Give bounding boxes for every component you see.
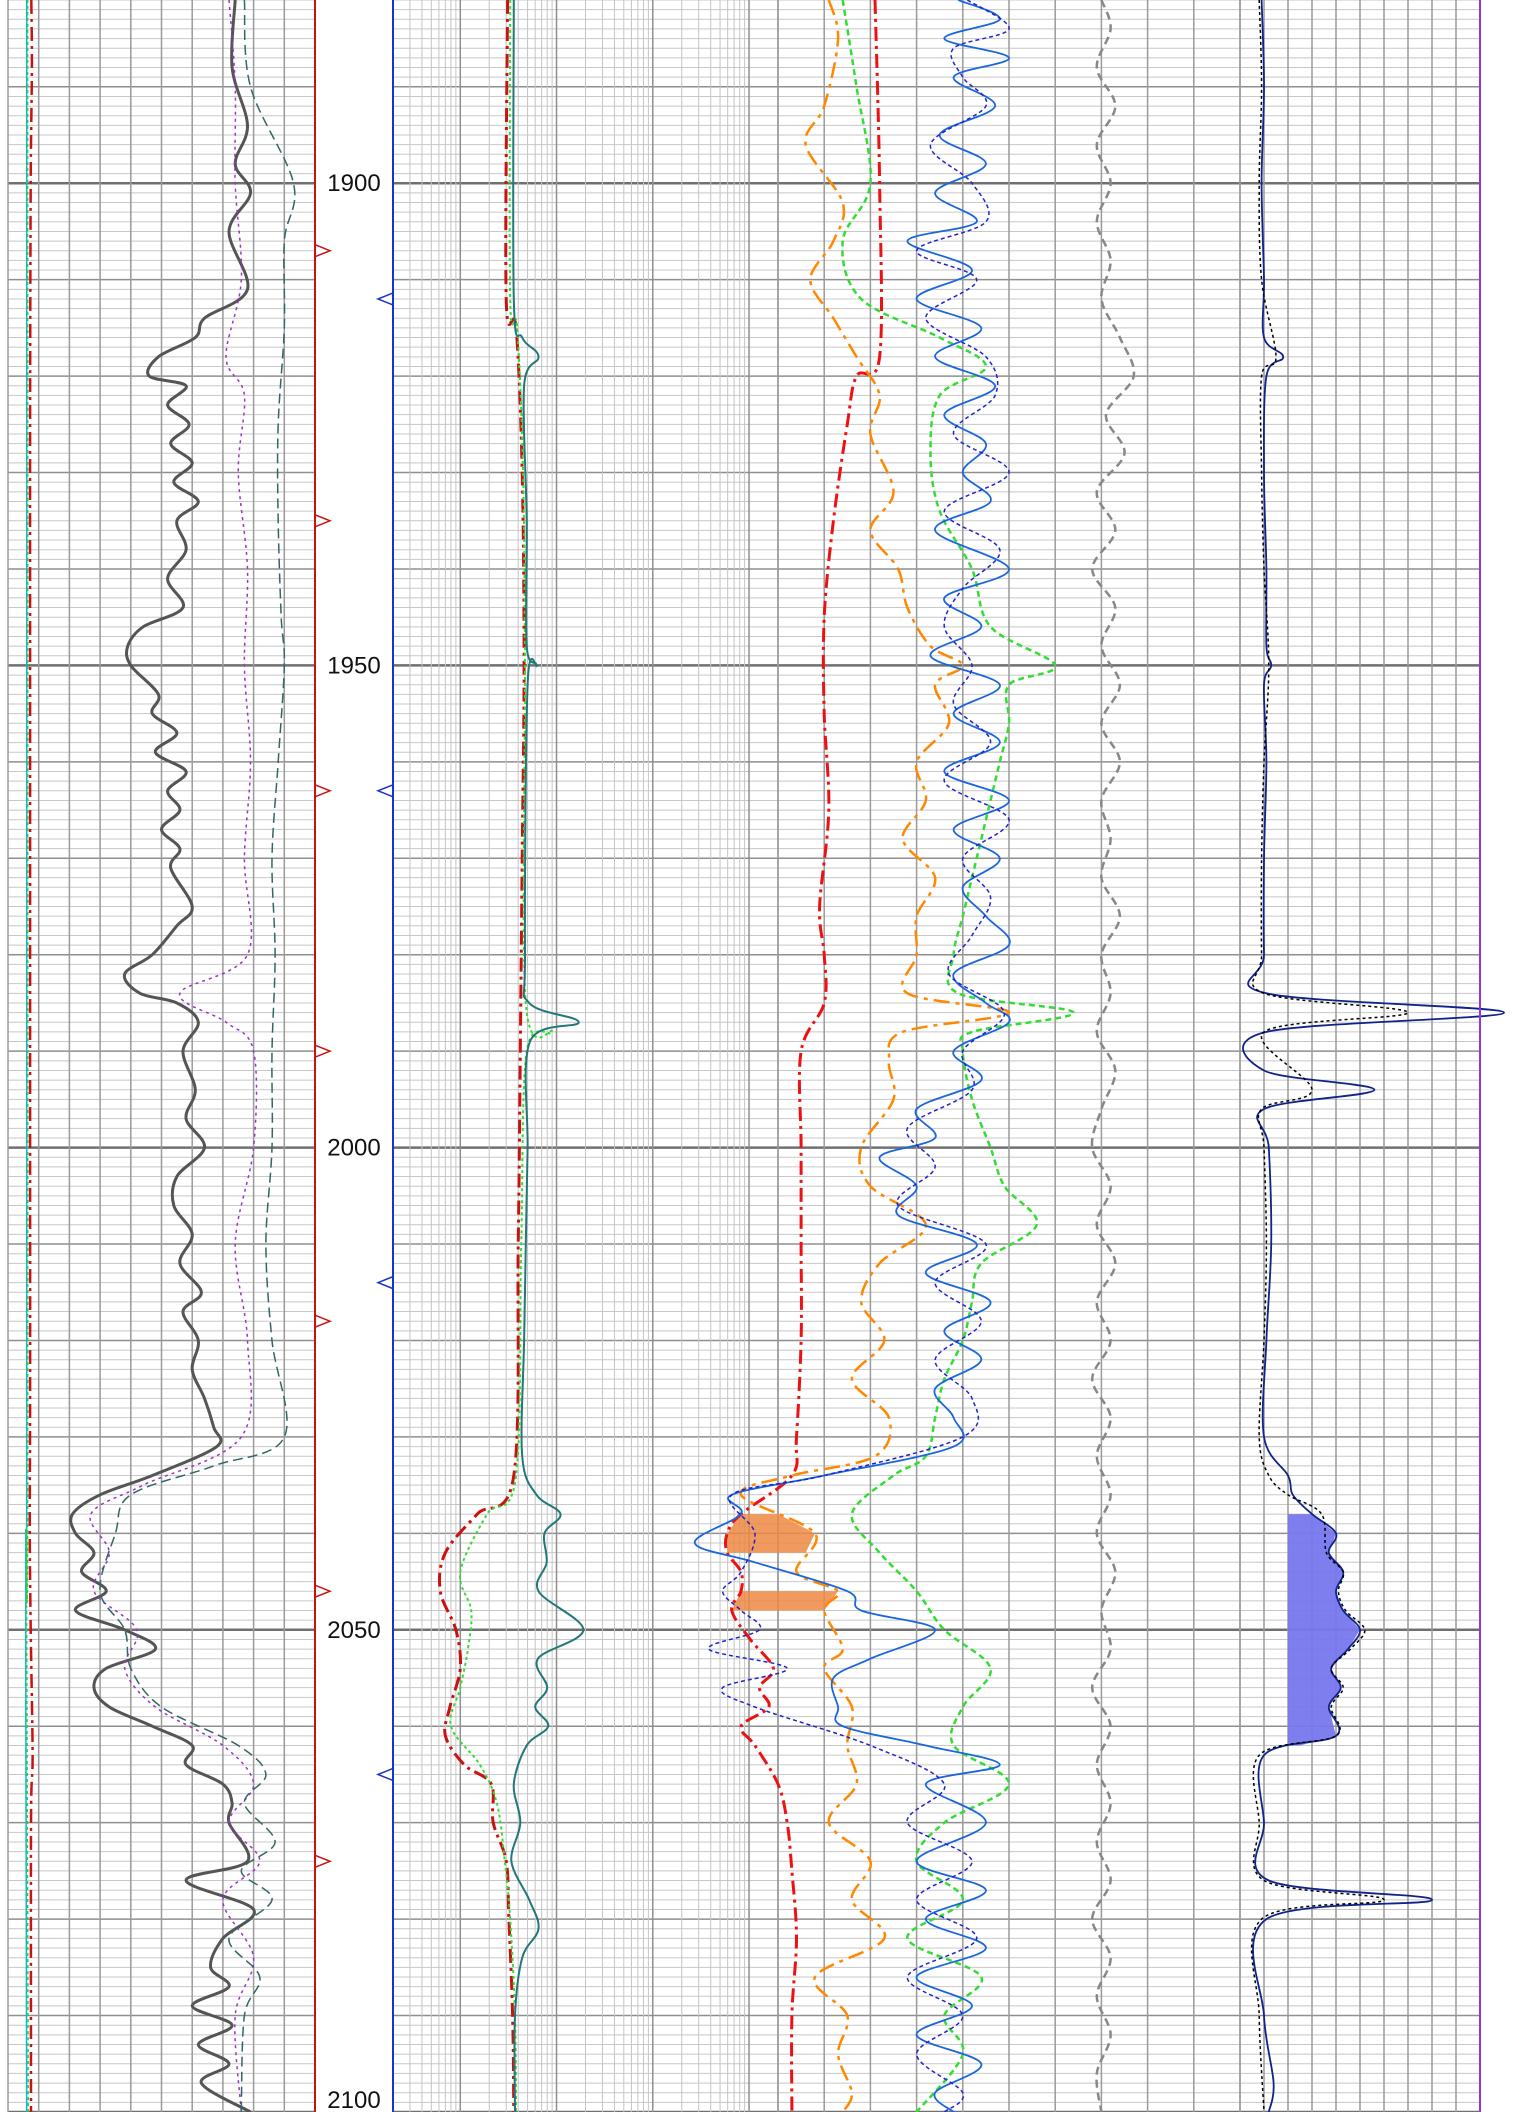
red-depth-flag — [314, 1854, 333, 1868]
track3-curve-3 — [841, 0, 1075, 2112]
depth-tick-label: 1900 — [327, 170, 380, 197]
track2-curve-2 — [449, 0, 554, 2112]
depth-track — [314, 0, 1481, 2112]
grid-layer — [7, 0, 1481, 2112]
track3-curve-1 — [723, 0, 884, 2112]
blue-depth-flag — [375, 1767, 394, 1782]
red-depth-flag — [314, 1314, 333, 1328]
track5-curve-2 — [1250, 0, 1409, 2112]
depth-tick-label: 2050 — [327, 1617, 380, 1644]
track4-curve-1 — [693, 0, 1011, 2112]
track4-curve-2 — [707, 0, 1010, 2112]
curve-layer — [24, 0, 1505, 2112]
track1-curve-5 — [89, 0, 261, 2112]
track2-curve-1 — [437, 0, 526, 2112]
crossover-fill — [731, 1591, 839, 1611]
track1-curve-3 — [28, 0, 34, 2112]
track1-curve-4 — [69, 0, 256, 2112]
blue-depth-flag — [375, 784, 394, 798]
depth-tick-label: 1950 — [327, 652, 380, 679]
track4-curve-3 — [1090, 0, 1136, 2112]
red-depth-flag — [314, 244, 333, 258]
track2-curve-3 — [510, 0, 585, 2112]
red-depth-flag — [314, 1584, 333, 1598]
blue-depth-flag — [375, 292, 394, 306]
red-depth-flag — [314, 514, 333, 528]
track3-curve-2 — [739, 0, 1011, 2112]
track5-curve-1 — [1242, 0, 1505, 2112]
red-depth-flag — [314, 1044, 333, 1058]
blue-depth-flag — [375, 1275, 394, 1290]
depth-tick-label: 2000 — [327, 1135, 380, 1162]
crossover-fill — [727, 1514, 815, 1553]
depth-tick-label: 2100 — [327, 2087, 380, 2112]
track1-curve-2 — [25, 0, 30, 2112]
track1-curve-6 — [99, 0, 296, 2112]
red-depth-flag — [314, 784, 333, 798]
shaded-interval-fill — [1288, 1514, 1360, 1746]
depth-tick-labels: 1900 1950 2000 2050 2100 — [327, 170, 380, 2112]
track1-curve-1 — [24, 0, 28, 2112]
